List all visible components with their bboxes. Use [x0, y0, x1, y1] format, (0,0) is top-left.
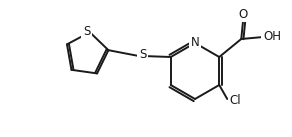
- Text: O: O: [239, 8, 248, 21]
- Text: S: S: [83, 25, 91, 38]
- Text: S: S: [139, 48, 147, 62]
- Text: Cl: Cl: [230, 95, 241, 108]
- Text: N: N: [191, 36, 199, 49]
- Text: OH: OH: [263, 31, 281, 44]
